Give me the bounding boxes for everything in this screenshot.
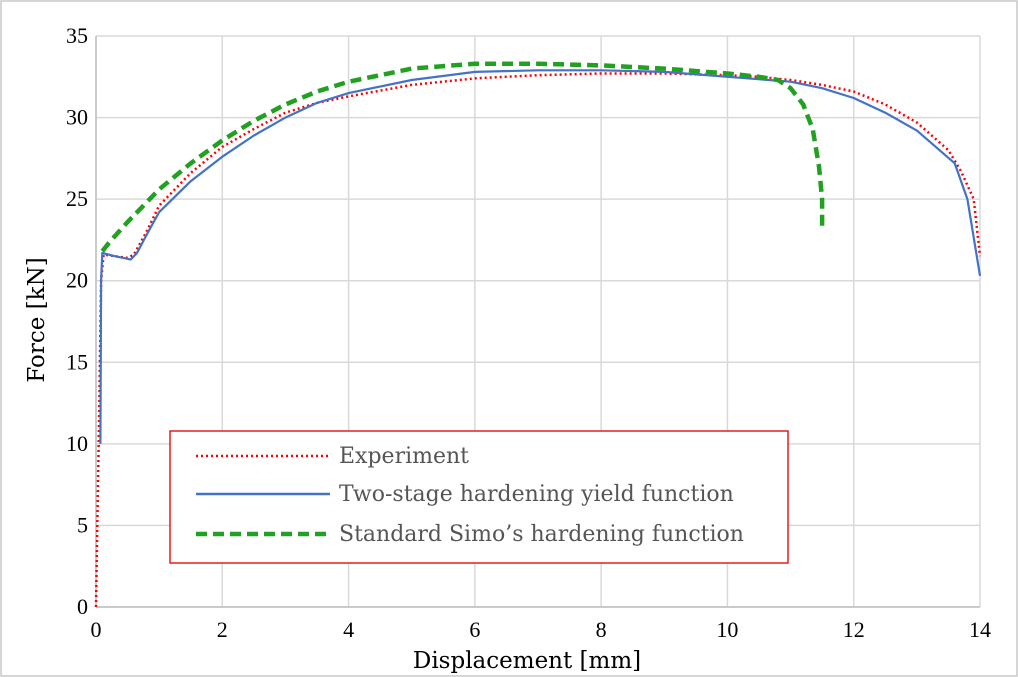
series-line-two-stage-hardening-yield-function [99,69,982,444]
axes [95,36,980,608]
series-line-standard-simo-s-hardening-function [100,61,825,253]
y-tick-label: 10 [66,431,88,456]
y-tick-label: 30 [66,105,88,130]
legend: Experiment Two-stage hardening yield fun… [169,430,789,564]
x-tick-label: 6 [469,617,480,642]
series-group [94,61,982,608]
y-tick-label: 5 [77,512,88,537]
x-tick-label: 12 [843,617,865,642]
x-tick-label: 14 [969,617,991,642]
x-tick-label: 8 [596,617,607,642]
y-tick-label: 35 [66,23,88,48]
x-tick-label: 4 [343,617,354,642]
legend-box [169,430,789,564]
legend-label-experiment: Experiment [339,444,469,469]
x-axis-title: Displacement [mm] [413,648,641,674]
legend-label-two-stage: Two-stage hardening yield function [339,482,734,507]
y-tick-label: 0 [77,594,88,619]
y-axis-title: Force [kN] [24,257,50,382]
x-tick-label: 2 [217,617,228,642]
legend-label-simo: Standard Simo’s hardening function [339,522,744,547]
y-tick-label: 15 [66,349,88,374]
y-tick-label: 25 [66,186,88,211]
tick-labels: 0 2 4 6 8 10 12 14 0 5 10 15 20 25 30 35 [66,23,991,642]
y-tick-label: 20 [66,268,88,293]
x-tick-label: 10 [716,617,738,642]
x-tick-label: 0 [91,617,102,642]
